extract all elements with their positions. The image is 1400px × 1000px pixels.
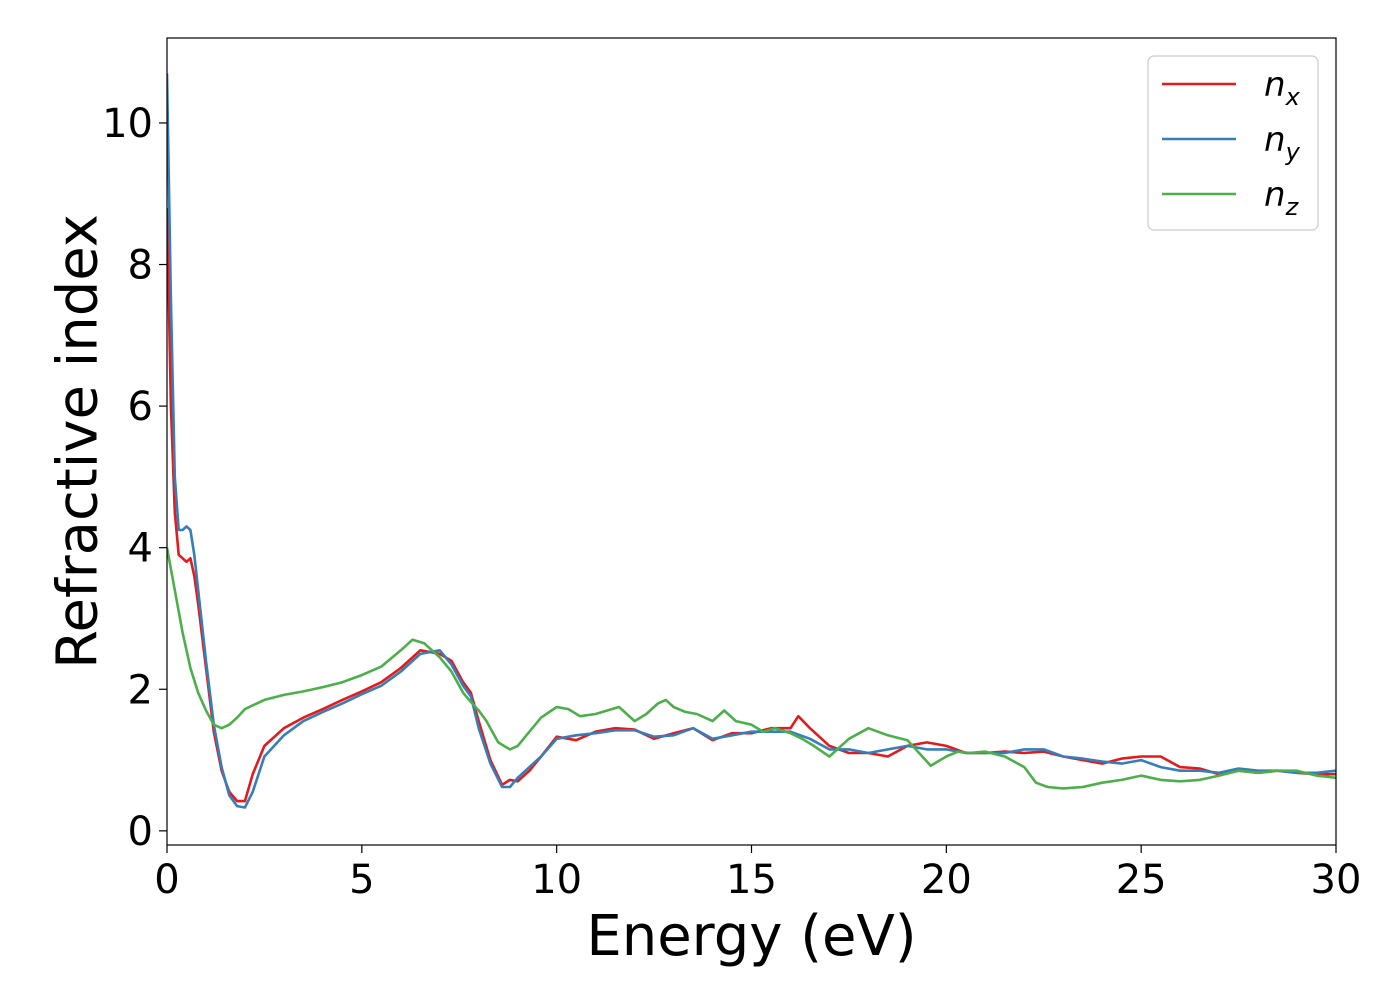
series-line-y bbox=[167, 73, 1336, 809]
legend: nx ny nz bbox=[1147, 55, 1319, 231]
legend-box bbox=[1147, 55, 1319, 231]
legend-label-z: nz bbox=[1264, 175, 1300, 221]
x-tick-label: 15 bbox=[726, 857, 777, 903]
x-axis-label: Energy (eV) bbox=[586, 904, 916, 969]
y-tick-label: 10 bbox=[102, 101, 153, 147]
y-tick-label: 2 bbox=[128, 667, 153, 713]
tick-layer: 0 5 10 15 20 25 30 0 2 4 6 8 10 bbox=[102, 101, 1361, 903]
y-tick-label: 4 bbox=[128, 526, 153, 572]
x-tick-label: 0 bbox=[154, 857, 179, 903]
y-tick-label: 0 bbox=[128, 809, 153, 855]
x-tick-label: 10 bbox=[531, 857, 582, 903]
x-tick-label: 20 bbox=[921, 857, 972, 903]
x-tick-label: 5 bbox=[349, 857, 374, 903]
series-line-z bbox=[167, 547, 1336, 790]
y-tick-label: 8 bbox=[128, 243, 153, 289]
legend-label-x: nx bbox=[1264, 65, 1301, 111]
x-tick-label: 30 bbox=[1311, 857, 1362, 903]
y-axis-label: Refractive index bbox=[46, 214, 111, 669]
legend-label-y: ny bbox=[1264, 120, 1301, 166]
y-tick-label: 6 bbox=[128, 384, 153, 430]
series-layer bbox=[167, 73, 1336, 809]
series-line-x bbox=[167, 207, 1336, 803]
x-tick-label: 25 bbox=[1116, 857, 1167, 903]
